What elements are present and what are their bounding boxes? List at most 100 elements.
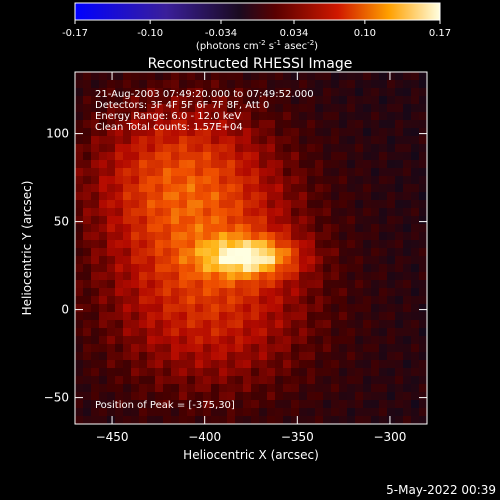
heatmap-cell — [115, 296, 124, 305]
heatmap-cell — [283, 400, 292, 409]
heatmap-cell — [371, 304, 380, 313]
heatmap-cell — [283, 408, 292, 417]
heatmap-cell — [267, 72, 276, 81]
heatmap-cell — [123, 160, 132, 169]
heatmap-cell — [267, 208, 276, 217]
heatmap-cell — [355, 272, 364, 281]
heatmap-cell — [379, 184, 388, 193]
heatmap-cell — [315, 376, 324, 385]
heatmap-cell — [411, 408, 420, 417]
heatmap-cell — [387, 408, 396, 417]
heatmap-cell — [339, 320, 348, 329]
heatmap-cell — [267, 328, 276, 337]
heatmap-cell — [395, 344, 404, 353]
heatmap-cell — [251, 232, 260, 241]
heatmap-cell — [355, 192, 364, 201]
heatmap-cell — [187, 344, 196, 353]
heatmap-cell — [283, 384, 292, 393]
heatmap-cell — [307, 296, 316, 305]
heatmap-cell — [123, 112, 132, 121]
heatmap-cell — [291, 280, 300, 289]
heatmap-cell — [227, 368, 236, 377]
heatmap-cell — [179, 376, 188, 385]
heatmap-cell — [371, 192, 380, 201]
heatmap-cell — [131, 80, 140, 89]
heatmap-cell — [363, 296, 372, 305]
heatmap-cell — [299, 168, 308, 177]
heatmap-cell — [299, 112, 308, 121]
heatmap-cell — [171, 240, 180, 249]
heatmap-cell — [363, 200, 372, 209]
heatmap-cell — [115, 256, 124, 265]
heatmap-cell — [395, 328, 404, 337]
heatmap-cell — [171, 416, 180, 425]
heatmap-cell — [275, 376, 284, 385]
heatmap-cell — [179, 408, 188, 417]
heatmap-cell — [291, 360, 300, 369]
heatmap-cell — [331, 120, 340, 129]
heatmap-cell — [75, 376, 84, 385]
heatmap-cell — [339, 368, 348, 377]
heatmap-cell — [339, 184, 348, 193]
heatmap-cell — [395, 416, 404, 425]
heatmap-cell — [291, 288, 300, 297]
heatmap-cell — [267, 200, 276, 209]
heatmap-cell — [347, 80, 356, 89]
heatmap-cell — [363, 104, 372, 113]
heatmap-cell — [315, 168, 324, 177]
heatmap-cell — [219, 328, 228, 337]
heatmap-cell — [363, 152, 372, 161]
heatmap-cell — [115, 288, 124, 297]
heatmap-cell — [147, 392, 156, 401]
heatmap-cell — [179, 216, 188, 225]
heatmap-cell — [259, 136, 268, 145]
heatmap-cell — [83, 320, 92, 329]
heatmap-cell — [243, 136, 252, 145]
heatmap-cell — [331, 352, 340, 361]
heatmap-cell — [403, 256, 412, 265]
heatmap-cell — [355, 328, 364, 337]
heatmap-cell — [251, 416, 260, 425]
heatmap-cell — [139, 200, 148, 209]
heatmap-cell — [291, 232, 300, 241]
heatmap-cell — [171, 80, 180, 89]
heatmap-cell — [227, 392, 236, 401]
heatmap-cell — [139, 120, 148, 129]
heatmap-cell — [107, 232, 116, 241]
heatmap-cell — [227, 400, 236, 409]
heatmap-cell — [299, 88, 308, 97]
heatmap-cell — [363, 160, 372, 169]
heatmap-cell — [331, 216, 340, 225]
heatmap-cell — [171, 256, 180, 265]
heatmap-cell — [347, 160, 356, 169]
heatmap-cell — [75, 200, 84, 209]
heatmap-cell — [131, 200, 140, 209]
heatmap-cell — [355, 128, 364, 137]
heatmap-cell — [75, 216, 84, 225]
heatmap-cell — [91, 216, 100, 225]
heatmap-cell — [275, 408, 284, 417]
heatmap-cell — [259, 160, 268, 169]
heatmap-cell — [371, 208, 380, 217]
heatmap-cell — [187, 208, 196, 217]
heatmap-cell — [259, 208, 268, 217]
heatmap-cell — [235, 176, 244, 185]
heatmap-cell — [203, 256, 212, 265]
heatmap-cell — [235, 400, 244, 409]
heatmap-cell — [155, 344, 164, 353]
heatmap-cell — [195, 176, 204, 185]
heatmap-cell — [91, 112, 100, 121]
heatmap-cell — [259, 272, 268, 281]
heatmap-cell — [211, 264, 220, 273]
heatmap-cell — [419, 184, 428, 193]
heatmap-cell — [227, 416, 236, 425]
heatmap-cell — [203, 368, 212, 377]
heatmap-cell — [75, 240, 84, 249]
heatmap-cell — [395, 384, 404, 393]
heatmap-cell — [131, 216, 140, 225]
heatmap-cell — [339, 360, 348, 369]
heatmap-cell — [219, 168, 228, 177]
heatmap-cell — [99, 392, 108, 401]
heatmap-cell — [147, 184, 156, 193]
heatmap-cell — [291, 264, 300, 273]
